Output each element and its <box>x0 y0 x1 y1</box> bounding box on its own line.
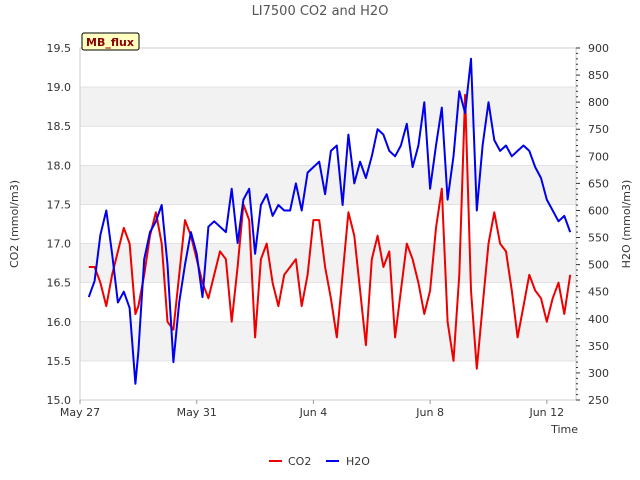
badge: MB_flux <box>81 32 140 51</box>
y-right-tick-label: 700 <box>588 150 609 163</box>
y-left-tick-label: 15.5 <box>47 355 72 368</box>
y-left-tick-label: 17.5 <box>47 198 72 211</box>
x-axis-title: Time <box>550 423 578 436</box>
series-line-co2 <box>88 93 572 370</box>
y-right-tick-label: 600 <box>588 204 609 217</box>
y-right-tick-label: 450 <box>588 286 609 299</box>
x-axis: May 27 May 31 Jun 4 Jun 8 Jun 12 <box>60 400 564 419</box>
series-lines <box>87 57 572 385</box>
y-right-tick-label: 750 <box>588 123 609 136</box>
y-right-tick-label: 350 <box>588 340 609 353</box>
y-left-tick-label: 16.0 <box>47 316 72 329</box>
legend-label-co2: CO2 <box>288 455 311 468</box>
y-right-tick-label: 550 <box>588 232 609 245</box>
plot-frame <box>79 47 577 401</box>
chart-title: LI7500 CO2 and H2O <box>252 4 389 19</box>
y-right-tick-label: 250 <box>588 394 609 407</box>
y-left-tick-label: 18.0 <box>47 159 72 172</box>
y-left-tick-label: 15.0 <box>47 394 72 407</box>
y-left-tick-label: 18.5 <box>47 120 72 133</box>
y-right-tick-label: 300 <box>588 367 609 380</box>
y-right-tick-label: 500 <box>588 259 609 272</box>
y-left-tick-label: 19.0 <box>47 81 72 94</box>
series-line-h2o <box>87 57 572 385</box>
background-band <box>80 321 576 361</box>
y-right-tick-label: 400 <box>588 313 609 326</box>
x-tick-label: Jun 12 <box>528 406 564 419</box>
x-tick-label: May 31 <box>177 406 217 419</box>
badge-box <box>81 32 140 51</box>
y-left-tick-label: 16.5 <box>47 277 72 290</box>
y-left-tick-label: 19.5 <box>47 42 72 55</box>
y-right-tick-label: 900 <box>588 42 609 55</box>
y-left-axis-title: CO2 (mmol/m3) <box>8 180 21 268</box>
y-left-tick-label: 17.0 <box>47 238 72 251</box>
x-tick-label: Jun 4 <box>299 406 328 419</box>
x-tick-label: Jun 8 <box>415 406 444 419</box>
y-right-tick-label: 850 <box>588 69 609 82</box>
background-band <box>80 243 576 283</box>
x-tick-label: May 27 <box>60 406 100 419</box>
legend-label-h2o: H2O <box>346 455 370 468</box>
y-right-axis-title: H2O (mmol/m3) <box>620 180 633 269</box>
badge-label: MB_flux <box>86 36 134 49</box>
legend: CO2 H2O <box>269 455 370 468</box>
background-band <box>80 87 576 127</box>
background-bands <box>80 87 576 361</box>
y-right-axis: 250 300 350 400 450 500 550 600 650 700 750 800 850 9… <box>576 42 609 407</box>
y-left-axis: 15.0 15.5 16.0 16.5 17.0 17.5 18.0 18.5 19.0 19.5 <box>47 42 72 407</box>
y-right-tick-label: 650 <box>588 177 609 190</box>
y-right-tick-label: 800 <box>588 96 609 109</box>
